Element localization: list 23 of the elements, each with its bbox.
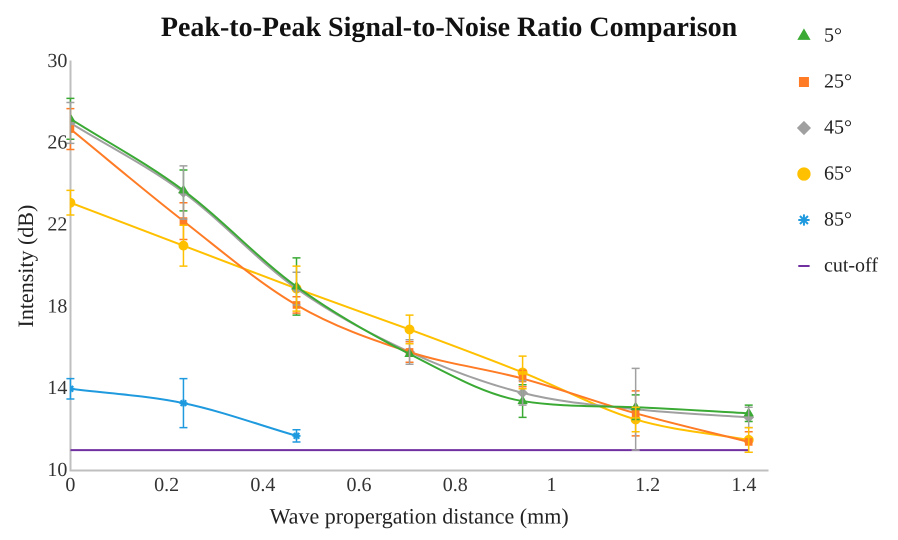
x-tick-label: 1.2 [635, 474, 660, 496]
y-tick-label: 18 [47, 295, 68, 318]
legend-label: 85° [824, 208, 852, 230]
x-tick-label: 1.4 [731, 474, 756, 496]
x-tick-label: 0.4 [250, 474, 276, 496]
legend-label: 45° [824, 116, 852, 138]
chart-title: Peak-to-Peak Signal-to-Noise Ratio Comparison [160, 12, 738, 44]
x-axis-title: Wave propergation distance (mm) [270, 504, 569, 529]
legend-label: cut-off [824, 254, 878, 276]
legend-label: 25° [824, 70, 852, 92]
x-tick-label: 0.6 [346, 474, 372, 496]
y-axis-title: Intensity (dB) [12, 204, 38, 328]
y-tick-label: 10 [47, 458, 68, 481]
legend-label: 65° [824, 162, 852, 184]
x-tick-label: 0.8 [442, 474, 468, 496]
x-tick-label: 0.2 [154, 474, 180, 496]
legend-label: 5° [824, 24, 842, 46]
x-tick-label: 1 [546, 474, 556, 496]
y-tick-label: 22 [47, 213, 68, 236]
y-tick-label: 14 [47, 377, 68, 400]
x-tick-label: 0 [65, 474, 76, 496]
y-tick-label: 30 [47, 50, 68, 72]
y-tick-label: 26 [47, 132, 68, 154]
